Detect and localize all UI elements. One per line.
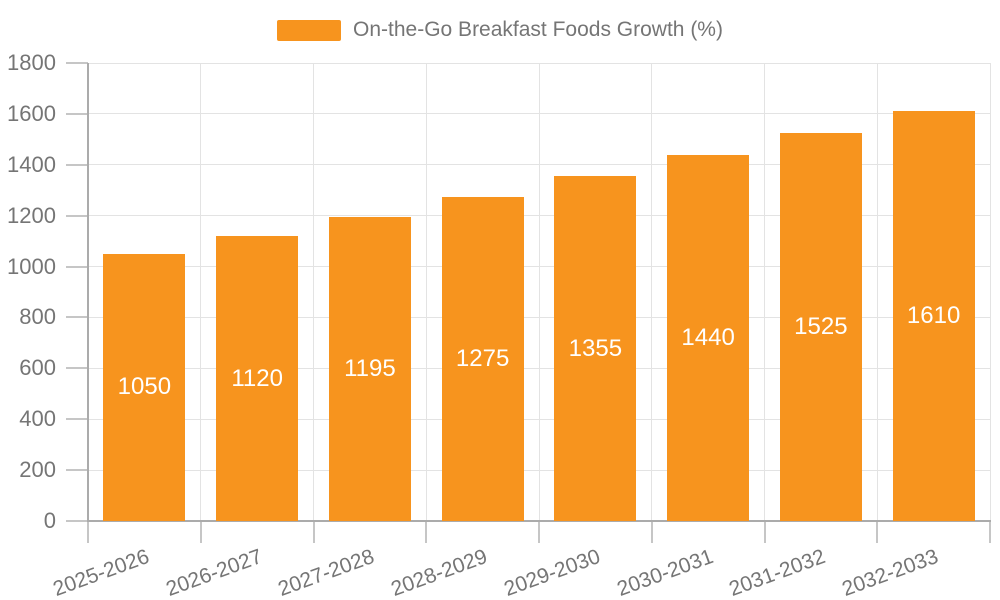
y-axis-line [87,63,89,521]
y-axis-label: 1600 [7,100,56,126]
y-axis-tick [66,469,88,472]
bar-value-label: 1275 [455,344,510,372]
bar-value-label: 1195 [344,354,396,382]
y-axis-tick [66,367,88,370]
x-axis-label: 2028-2029 [388,545,491,600]
y-axis-tick [66,316,88,319]
y-axis-tick [66,214,88,217]
bar-value-label: 1525 [794,312,848,340]
x-axis-tick [538,521,540,543]
bar-value-label: 1610 [906,302,961,330]
bar: 1275 [441,196,524,521]
y-axis-label: 1200 [7,202,56,228]
gridline-vertical [876,63,878,521]
y-axis-label: 400 [19,406,56,432]
x-axis-tick [876,521,879,543]
gridline-vertical [538,63,540,521]
x-axis-tick [312,521,315,543]
bar-value-label: 1355 [568,334,623,362]
y-axis-tick [66,418,88,421]
bar: 1120 [216,236,299,521]
gridline-vertical [651,63,653,521]
x-axis-label: 2027-2028 [275,545,378,600]
gridline-vertical [425,63,427,521]
y-axis-label: 0 [43,508,56,533]
y-axis-label: 200 [19,457,56,483]
y-axis-tick [66,112,88,115]
bar-value-label: 1440 [681,323,735,351]
plot-area: 0 200 400 600 800 1000 1200 1400 1600 1800 1050 112… [7,51,991,600]
bar: 1525 [779,132,862,521]
y-axis-tick [66,520,88,522]
bar-value-label: 1120 [231,364,283,392]
bar: 1195 [328,216,411,521]
y-axis-label: 1800 [7,50,56,75]
x-axis-label: 2026-2027 [162,545,265,600]
x-axis-label: 2029-2030 [500,545,604,600]
x-axis-label: 2025-2026 [49,545,153,600]
y-axis-label: 600 [19,355,56,381]
y-axis-tick [66,163,88,166]
gridline-vertical [200,63,202,521]
y-axis-tick [66,265,88,268]
legend-swatch-icon [277,19,342,41]
gridline-vertical [764,63,765,521]
bar: 1440 [667,154,750,521]
x-axis-tick [87,521,89,543]
legend-label: On-the-Go Breakfast Foods Growth (%) [353,18,723,41]
y-axis-tick [66,62,88,64]
bar: 1610 [892,111,975,521]
x-axis-tick [425,521,428,543]
x-axis-label: 2032-2033 [839,545,942,600]
bar-value-label: 1050 [117,373,172,401]
y-axis-label: 1000 [7,253,56,279]
gridline-vertical [989,63,991,521]
x-axis-line [87,520,991,522]
x-axis-label: 2030-2031 [613,545,716,600]
y-axis-label: 800 [19,304,56,330]
bar: 1050 [103,253,186,521]
gridline-vertical [313,63,314,521]
x-axis-label: 2031-2032 [726,545,829,600]
legend[interactable]: On-the-Go Breakfast Foods Growth (%) [0,18,1000,42]
y-axis-label: 1400 [7,151,56,177]
x-axis-tick [650,521,653,543]
x-axis-tick [989,521,991,543]
x-axis-tick [763,521,766,543]
bar: 1355 [554,176,637,521]
x-axis-tick [199,521,202,543]
